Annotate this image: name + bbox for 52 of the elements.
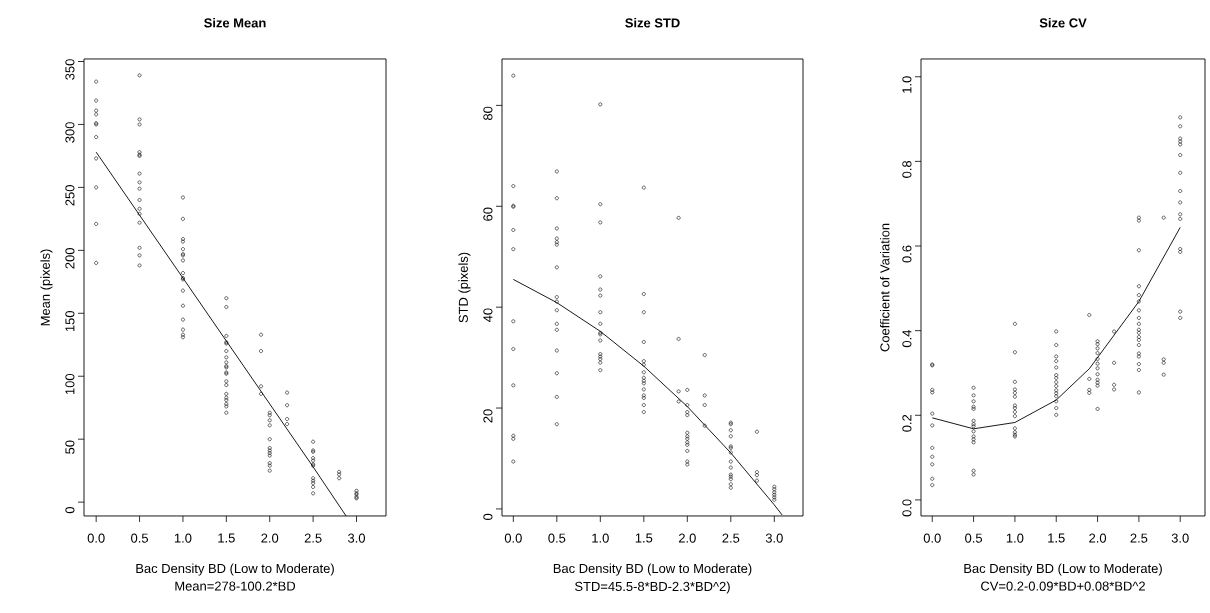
x-tick-label: 3.0 bbox=[1171, 533, 1189, 543]
y-tick-label: 20 bbox=[483, 409, 493, 423]
x-tick-label: 0.0 bbox=[923, 533, 941, 543]
y-tick-label: 100 bbox=[65, 373, 75, 395]
x-axis-title: Bac Density BD (Low to Moderate) bbox=[553, 563, 752, 576]
x-tick-label: 0.5 bbox=[965, 533, 983, 543]
x-tick-label: 1.5 bbox=[635, 533, 653, 543]
x-tick-label: 0.0 bbox=[504, 533, 522, 543]
x-tick-label: 3.0 bbox=[765, 533, 783, 543]
x-tick-label: 0.0 bbox=[87, 533, 105, 543]
chart-title: Size Mean bbox=[204, 17, 266, 28]
chart-title: Size STD bbox=[625, 17, 680, 28]
x-tick-label: 2.0 bbox=[261, 533, 279, 543]
x-tick-label: 1.0 bbox=[592, 533, 609, 543]
y-tick-label: 350 bbox=[65, 59, 75, 80]
text: Mean=278-100.2*BD bbox=[175, 581, 296, 591]
y-tick-label: 0 bbox=[65, 507, 75, 514]
y-tick-label: 80 bbox=[483, 106, 493, 121]
y-axis-title: Coefficient of Variation bbox=[879, 223, 890, 352]
x-tick-label: 2.0 bbox=[1089, 533, 1107, 543]
chart-title: Size CV bbox=[1039, 17, 1087, 28]
y-axis-title: Mean (pixels) bbox=[40, 249, 53, 326]
y-axis-title: STD (pixels) bbox=[458, 252, 471, 323]
y-tick-label: 40 bbox=[483, 308, 493, 323]
x-tick-label: 0.5 bbox=[548, 533, 566, 543]
x-axis-title: Bac Density BD (Low to Moderate) bbox=[964, 563, 1162, 576]
x-tick-label: 2.0 bbox=[678, 533, 696, 543]
y-tick-label: 200 bbox=[65, 248, 75, 269]
y-tick-label: 60 bbox=[483, 207, 493, 221]
x-tick-label: 1.0 bbox=[1006, 533, 1024, 543]
x-axis-title: Bac Density BD (Low to Moderate) bbox=[136, 563, 334, 576]
y-tick-label: 50 bbox=[65, 440, 75, 454]
y-tick-label: 0.6 bbox=[902, 245, 912, 263]
x-tick-label: 2.5 bbox=[304, 533, 322, 543]
y-tick-label: 1.0 bbox=[902, 76, 912, 93]
x-tick-label: 1.5 bbox=[218, 533, 235, 543]
x-tick-label: 2.5 bbox=[722, 533, 740, 543]
y-tick-label: 0.0 bbox=[902, 499, 912, 517]
x-tick-label: 1.5 bbox=[1048, 533, 1065, 543]
y-tick-label: 300 bbox=[65, 122, 75, 143]
x-tick-label: 2.5 bbox=[1130, 533, 1148, 543]
y-tick-label: 150 bbox=[65, 310, 75, 332]
x-tick-label: 0.5 bbox=[131, 533, 149, 543]
y-tick-label: 0.4 bbox=[902, 330, 912, 348]
x-tick-label: 1.0 bbox=[174, 533, 192, 543]
y-tick-label: 0.2 bbox=[902, 414, 912, 432]
y-tick-label: 0.8 bbox=[902, 160, 912, 178]
text: CV=0.2-0.09*BD+0.08*BD^2 bbox=[981, 581, 1145, 591]
y-tick-label: 250 bbox=[65, 185, 75, 206]
y-tick-label: 0 bbox=[483, 513, 493, 521]
text: STD=45.5-8*BD-2.3*BD^2) bbox=[575, 581, 730, 594]
x-tick-label: 3.0 bbox=[348, 533, 366, 543]
